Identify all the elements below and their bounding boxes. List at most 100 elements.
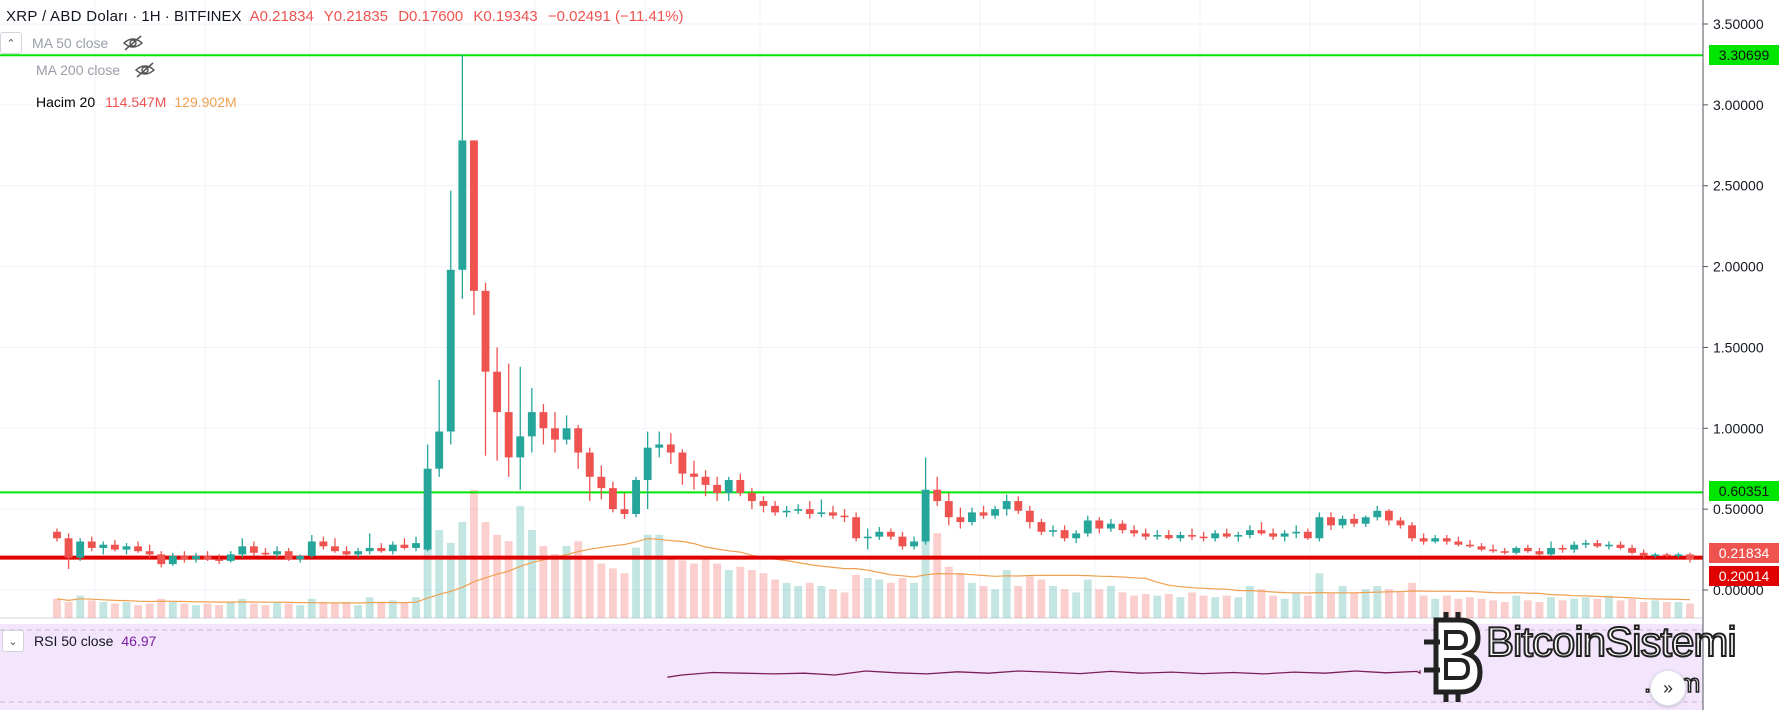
candle-body: [1350, 518, 1359, 524]
volume-bar: [1361, 589, 1370, 618]
candle-body: [412, 543, 420, 548]
volume-bar: [759, 573, 768, 618]
candle-body: [678, 452, 687, 474]
candle-body: [771, 505, 779, 513]
volume-bar: [261, 605, 270, 618]
volume-bar: [1639, 602, 1648, 618]
volume-bar: [1269, 595, 1278, 618]
candle-body: [99, 544, 108, 548]
candle-body: [1535, 551, 1544, 555]
volume-bar: [805, 582, 814, 618]
rsi-value: 46.97: [121, 633, 157, 649]
candle-body: [203, 556, 212, 560]
candle-body: [1396, 520, 1405, 526]
volume-bar: [157, 598, 166, 618]
axis-tick-label: 0.00000: [1713, 582, 1764, 598]
volume-bar: [574, 541, 583, 618]
volume-bar: [1245, 586, 1254, 618]
volume-bar: [747, 570, 756, 618]
rsi-line: [667, 670, 1421, 678]
volume-bar: [273, 602, 281, 618]
candle-body: [713, 484, 722, 493]
candle-body: [122, 546, 131, 550]
candle-body: [1454, 541, 1463, 545]
candle-body: [759, 501, 768, 506]
axis-tick-label: 1.50000: [1713, 339, 1764, 355]
candle-body: [1245, 530, 1254, 536]
volume-bar: [1083, 579, 1092, 618]
candle-body: [805, 509, 814, 514]
ohlc-values: A0.21834 Y0.21835 D0.17600 K0.19343 −0.0…: [250, 8, 690, 25]
bitcoinsistemi-logo: BitcoinSistemi .com: [1416, 612, 1776, 702]
candle-body: [168, 556, 177, 565]
volume-bar: [1628, 598, 1637, 618]
price-tag-mid: 0.60351: [1709, 481, 1779, 501]
volume-bar: [1674, 602, 1683, 618]
candle-body: [840, 515, 849, 518]
volume-bar: [829, 589, 837, 618]
volume-bar: [377, 602, 386, 618]
candle-body: [1674, 554, 1683, 557]
candle-body: [1384, 510, 1393, 521]
candle-body: [1176, 535, 1185, 539]
volume-bar: [597, 563, 606, 618]
candle-body: [1095, 520, 1104, 529]
candle-body: [1083, 520, 1092, 534]
candle-body: [516, 436, 525, 458]
candle-body: [1662, 554, 1671, 557]
volume-bar: [458, 522, 467, 618]
volume-value: 114.547M: [105, 94, 167, 110]
volume-bar: [1466, 597, 1474, 618]
candle-body: [1477, 546, 1486, 550]
volume-bar: [446, 542, 455, 618]
candle-body: [574, 428, 583, 453]
candle-body: [1523, 547, 1532, 552]
candle-body: [956, 517, 965, 523]
volume-bar: [1141, 594, 1150, 618]
candle-body: [585, 452, 594, 477]
candle-body: [724, 480, 733, 493]
open-value: A0.21834: [249, 8, 314, 25]
volume-bar: [898, 578, 907, 618]
candle-body: [331, 546, 339, 552]
eye-off-icon[interactable]: [134, 62, 156, 78]
candle-body: [1280, 533, 1289, 537]
collapse-indicators-button[interactable]: ⌃: [0, 32, 22, 54]
candle-body: [597, 476, 606, 489]
volume-bar: [1188, 592, 1196, 618]
candle-body: [1489, 549, 1498, 552]
volume-bar: [713, 563, 722, 618]
volume-bar: [1662, 602, 1671, 618]
volume-bar: [76, 595, 85, 618]
candle-body: [261, 552, 270, 555]
candle-body: [319, 541, 328, 547]
candle-body: [238, 546, 247, 555]
volume-bar: [1512, 595, 1521, 618]
collapse-rsi-button[interactable]: ⌄: [2, 630, 24, 652]
volume-bar: [215, 605, 224, 618]
candle-body: [944, 501, 953, 518]
candle-body: [354, 551, 363, 555]
candle-body: [1639, 552, 1648, 557]
change-value: −0.02491 (−11.41%): [547, 8, 684, 25]
candle-body: [910, 541, 918, 547]
candle-body: [192, 556, 200, 560]
volume-bar: [284, 603, 293, 618]
candle-body: [1500, 551, 1509, 553]
candle-body: [991, 509, 1000, 516]
candle-body: [64, 538, 73, 558]
candle-body: [898, 536, 907, 547]
candle-body: [1037, 522, 1046, 532]
volume-bar: [1222, 595, 1231, 618]
volume-bar: [1130, 595, 1139, 618]
price-tag-high: 3.30699: [1709, 45, 1779, 65]
candle-body: [1211, 533, 1220, 539]
volume-bar: [1153, 595, 1162, 618]
scroll-to-realtime-button[interactable]: »: [1650, 670, 1686, 706]
candle-body: [852, 517, 861, 539]
eye-off-icon[interactable]: [122, 35, 144, 51]
candle-body: [875, 531, 884, 537]
axis-tick-label: 2.50000: [1713, 178, 1764, 194]
volume-bar: [643, 534, 652, 618]
